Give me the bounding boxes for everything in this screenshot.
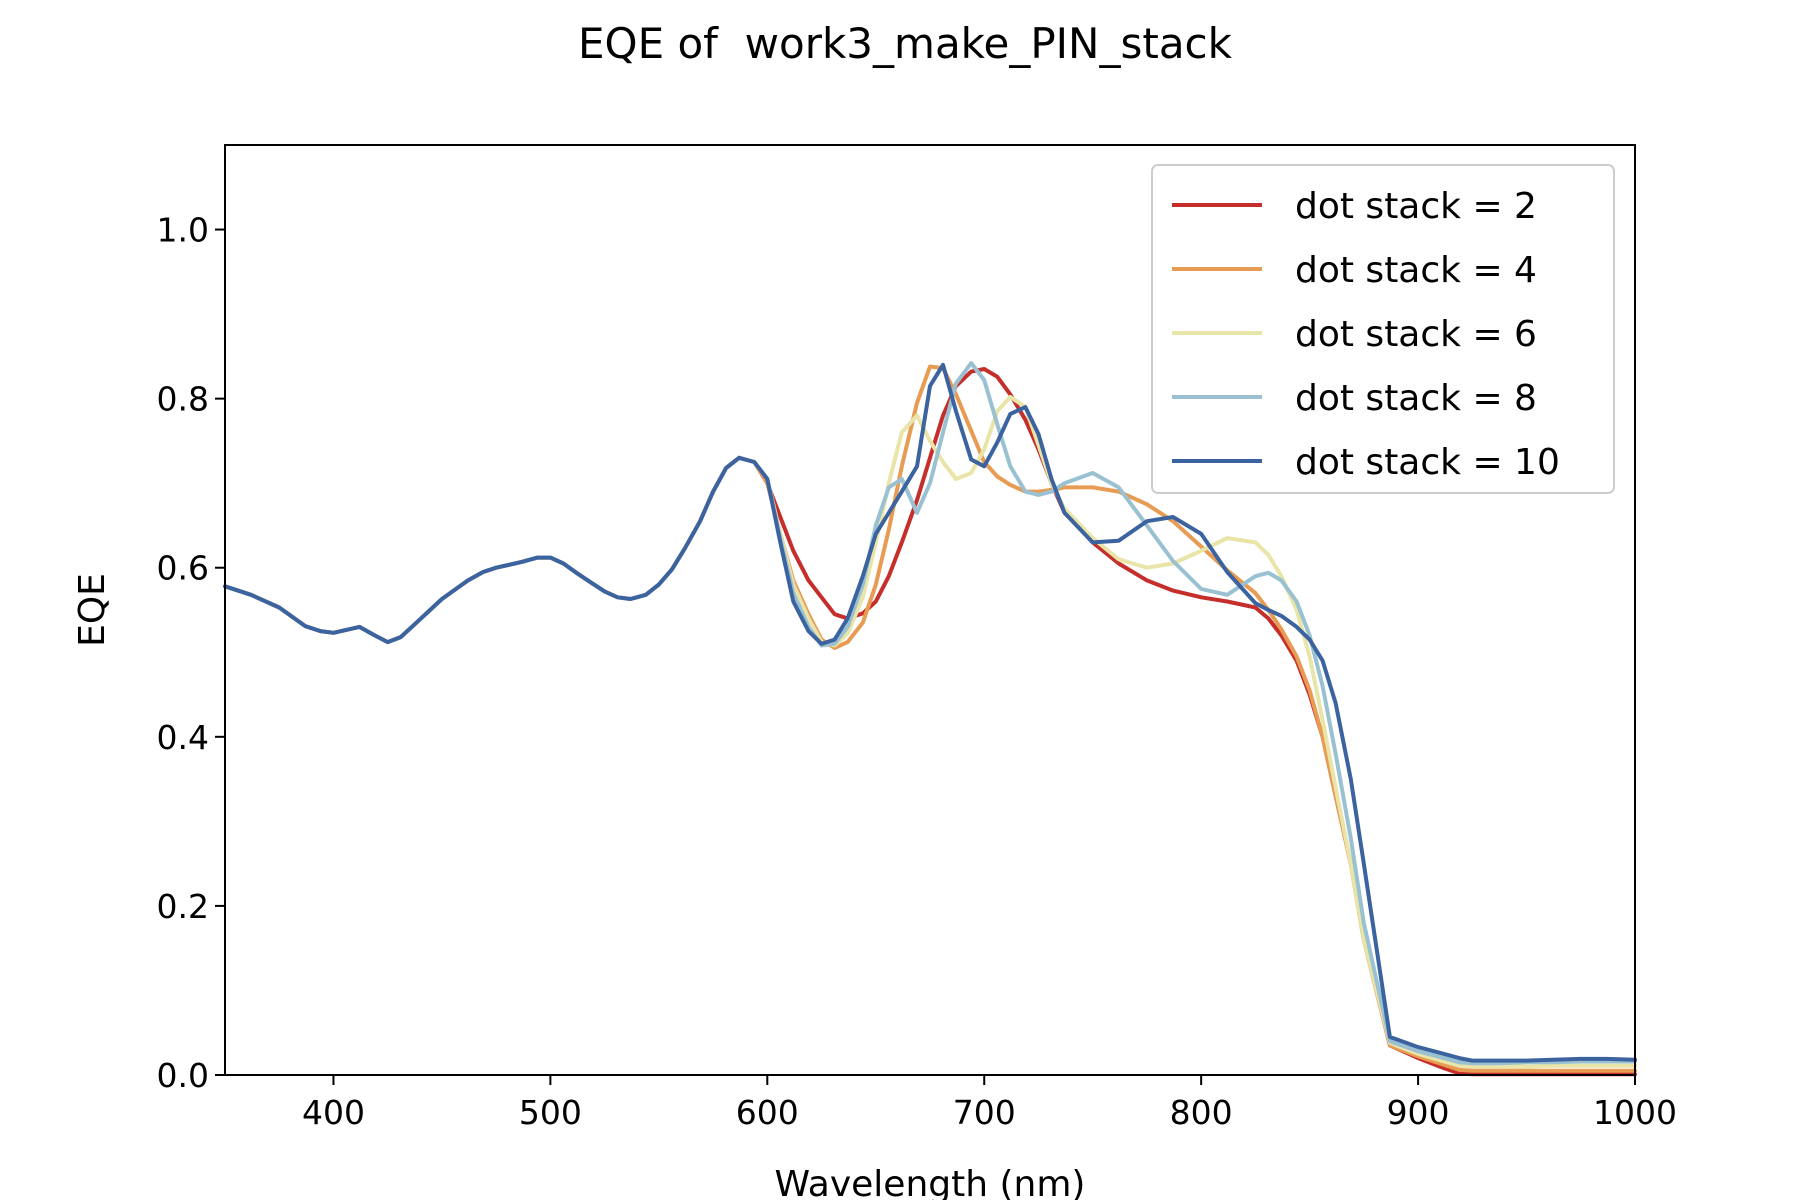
legend: dot stack = 2 dot stack = 4 dot stack = 6 d… [1151,164,1615,494]
x-axis-label: Wavelength (nm) [775,1164,1086,1200]
y-tick-label: 0.4 [157,718,209,757]
y-tick-label: 0.0 [157,1056,209,1095]
legend-label-5: dot stack = 10 [1295,442,1560,483]
series-layer [223,361,1637,1077]
y-tick-label: 1.0 [157,211,209,250]
plot-area [223,144,1637,1077]
chart-title: EQE of work3_make_PIN_stack [578,19,1233,68]
y-tick-label: 0.8 [157,380,209,419]
x-tick-label: 1000 [1593,1093,1677,1132]
y-axis-ticks: 0.0 0.2 0.4 0.6 0.8 1.0 [157,211,225,1095]
x-tick-label: 400 [302,1093,365,1132]
x-axis-ticks: 400 500 600 700 800 900 1000 [302,1075,1677,1132]
y-tick-label: 0.2 [157,887,209,926]
x-tick-label: 800 [1170,1093,1233,1132]
legend-box [1151,164,1615,494]
legend-label-2: dot stack = 4 [1295,250,1537,291]
series-line-5 [223,362,1637,1063]
x-tick-label: 700 [953,1093,1016,1132]
legend-label-3: dot stack = 6 [1295,314,1537,355]
axes-frame [224,144,1636,1076]
x-tick-label: 500 [519,1093,582,1132]
y-tick-label: 0.6 [157,549,209,588]
x-tick-label: 900 [1387,1093,1450,1132]
legend-label-1: dot stack = 2 [1295,186,1537,227]
y-axis-label: EQE [72,573,113,647]
x-tick-label: 600 [736,1093,799,1132]
legend-label-4: dot stack = 8 [1295,378,1537,419]
